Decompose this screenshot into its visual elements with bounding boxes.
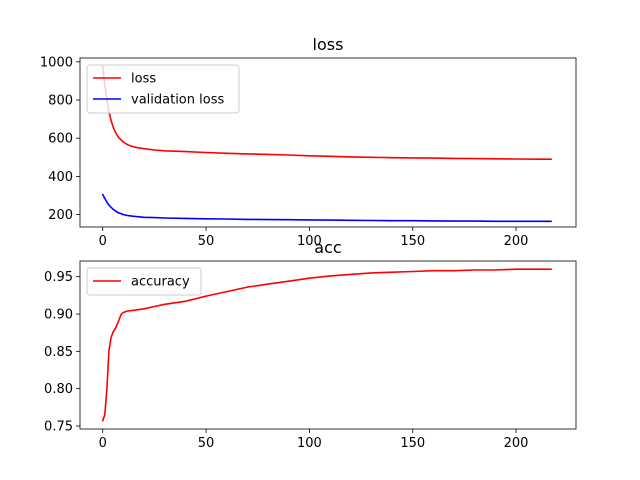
series-line-validation-loss: [101, 193, 553, 223]
chart-title: acc: [314, 238, 341, 257]
y-tick-label: 1000: [40, 55, 73, 70]
axes-frame: [79, 57, 577, 228]
loss-subplot: loss 0 50 100 150 200 200 400 600 800 1000 loss vali…: [40, 35, 577, 249]
x-tick-label: 200: [504, 436, 529, 451]
y-tick-label: 400: [48, 170, 73, 185]
y-tick-label: 0.80: [44, 382, 73, 397]
chart-title: loss: [313, 35, 344, 54]
y-tick-label: 600: [48, 132, 73, 147]
y-tick-label: 800: [48, 94, 73, 109]
x-tick-label: 50: [198, 436, 215, 451]
x-tick-label: 200: [504, 234, 529, 249]
series-line-loss: [101, 64, 553, 160]
legend-label: accuracy: [131, 275, 190, 290]
x-tick-label: 0: [99, 436, 107, 451]
y-tick-label: 0.90: [44, 308, 73, 323]
x-tick-label: 150: [400, 234, 425, 249]
series-line-accuracy: [101, 268, 553, 422]
y-tick-label: 0.75: [44, 420, 73, 435]
y-tick-label: 200: [48, 208, 73, 223]
legend-label: loss: [131, 72, 156, 87]
x-tick-label: 150: [400, 436, 425, 451]
y-tick-label: 0.95: [44, 270, 73, 285]
y-tick-label: 0.85: [44, 345, 73, 360]
x-tick-label: 100: [297, 234, 322, 249]
legend-label: validation loss: [131, 93, 224, 108]
x-tick-label: 100: [297, 436, 322, 451]
x-tick-label: 50: [198, 234, 215, 249]
axes-frame: [79, 260, 577, 430]
accuracy-subplot: acc 0 50 100 150 200 0.75 0.80 0.85 0.90 0.95 accur…: [44, 238, 577, 451]
legend: [86, 64, 240, 114]
legend: [86, 267, 202, 296]
x-tick-label: 0: [99, 234, 107, 249]
